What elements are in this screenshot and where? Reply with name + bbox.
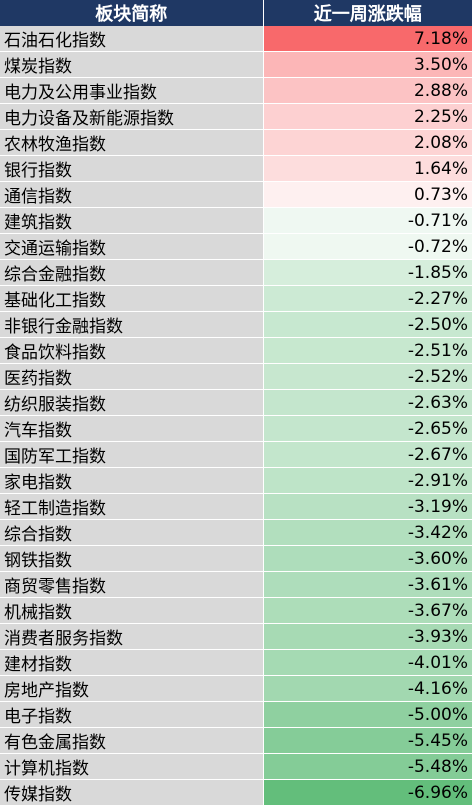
table-row: 计算机指数 -5.48% [0,753,472,780]
table-row: 非银行金融指数 -2.50% [0,311,472,338]
weekly-change-cell: -2.27% [263,285,472,312]
table-row: 通信指数 0.73% [0,181,472,208]
sector-name-cell: 银行指数 [0,155,264,182]
table-row: 综合指数 -3.42% [0,519,472,546]
weekly-change-cell: -3.42% [263,519,472,546]
sector-name-cell: 房地产指数 [0,675,264,702]
weekly-change-cell: 2.08% [263,129,472,156]
table-row: 食品饮料指数 -2.51% [0,337,472,364]
weekly-change-cell: 7.18% [263,26,472,52]
weekly-change-cell: -3.93% [263,623,472,650]
sector-name-cell: 传媒指数 [0,779,264,806]
table-row: 商贸零售指数 -3.61% [0,571,472,598]
sector-name-cell: 医药指数 [0,363,264,390]
sector-name-cell: 机械指数 [0,597,264,624]
table-row: 传媒指数 -6.96% [0,779,472,806]
table-row: 建材指数 -4.01% [0,649,472,676]
sector-name-cell: 基础化工指数 [0,285,264,312]
sector-name-cell: 通信指数 [0,181,264,208]
table-row: 医药指数 -2.52% [0,363,472,390]
table-row: 电力及公用事业指数 2.88% [0,77,472,104]
weekly-change-cell: -3.19% [263,493,472,520]
weekly-change-cell: -2.65% [263,415,472,442]
sector-name-cell: 电子指数 [0,701,264,728]
sector-name-cell: 钢铁指数 [0,545,264,572]
sector-name-cell: 电力设备及新能源指数 [0,103,264,130]
sector-name-cell: 商贸零售指数 [0,571,264,598]
weekly-change-cell: -4.16% [263,675,472,702]
sector-name-cell: 综合金融指数 [0,259,264,286]
sector-name-cell: 国防军工指数 [0,441,264,468]
weekly-change-cell: 2.88% [263,77,472,104]
weekly-change-cell: -3.61% [263,571,472,598]
sector-name-cell: 建材指数 [0,649,264,676]
weekly-change-cell: -1.85% [263,259,472,286]
table-row: 纺织服装指数 -2.63% [0,389,472,416]
table-row: 消费者服务指数 -3.93% [0,623,472,650]
sector-name-cell: 农林牧渔指数 [0,129,264,156]
weekly-change-cell: -2.50% [263,311,472,338]
weekly-change-cell: -2.51% [263,337,472,364]
weekly-change-cell: -2.67% [263,441,472,468]
sector-name-cell: 交通运输指数 [0,233,264,260]
weekly-change-cell: -4.01% [263,649,472,676]
sector-name-cell: 煤炭指数 [0,51,264,78]
weekly-change-cell: -2.91% [263,467,472,494]
sector-name-cell: 家电指数 [0,467,264,494]
table-row: 交通运输指数 -0.72% [0,233,472,260]
weekly-change-cell: 3.50% [263,51,472,78]
weekly-change-cell: -3.67% [263,597,472,624]
sector-name-cell: 石油石化指数 [0,26,264,52]
table-row: 建筑指数 -0.71% [0,207,472,234]
header-sector-name: 板块简称 [0,0,264,26]
table-body: 石油石化指数 7.18% 煤炭指数 3.50% 电力及公用事业指数 2.88% 电力设备及新… [0,26,472,806]
weekly-change-cell: -2.52% [263,363,472,390]
weekly-change-cell: 2.25% [263,103,472,130]
sector-name-cell: 食品饮料指数 [0,337,264,364]
weekly-change-cell: -6.96% [263,779,472,806]
table-row: 家电指数 -2.91% [0,467,472,494]
table-row: 轻工制造指数 -3.19% [0,493,472,520]
table-row: 基础化工指数 -2.27% [0,285,472,312]
table-row: 钢铁指数 -3.60% [0,545,472,572]
sector-name-cell: 建筑指数 [0,207,264,234]
weekly-change-cell: -0.72% [263,233,472,260]
sector-name-cell: 综合指数 [0,519,264,546]
sector-name-cell: 轻工制造指数 [0,493,264,520]
weekly-change-cell: -2.63% [263,389,472,416]
table-row: 石油石化指数 7.18% [0,26,472,52]
weekly-change-cell: 1.64% [263,155,472,182]
table-row: 银行指数 1.64% [0,155,472,182]
table-row: 有色金属指数 -5.45% [0,727,472,754]
table-row: 综合金融指数 -1.85% [0,259,472,286]
sector-name-cell: 非银行金融指数 [0,311,264,338]
table-row: 电力设备及新能源指数 2.25% [0,103,472,130]
weekly-change-cell: -5.00% [263,701,472,728]
table-row: 房地产指数 -4.16% [0,675,472,702]
weekly-change-cell: -5.45% [263,727,472,754]
table-row: 农林牧渔指数 2.08% [0,129,472,156]
header-weekly-change: 近一周涨跌幅 [263,0,472,26]
table-row: 国防军工指数 -2.67% [0,441,472,468]
weekly-change-cell: -5.48% [263,753,472,780]
sector-name-cell: 汽车指数 [0,415,264,442]
table-row: 汽车指数 -2.65% [0,415,472,442]
weekly-change-cell: 0.73% [263,181,472,208]
weekly-change-cell: -3.60% [263,545,472,572]
table-header-row: 板块简称 近一周涨跌幅 [0,0,472,26]
weekly-change-cell: -0.71% [263,207,472,234]
sector-name-cell: 消费者服务指数 [0,623,264,650]
table-row: 机械指数 -3.67% [0,597,472,624]
sector-name-cell: 计算机指数 [0,753,264,780]
sector-name-cell: 有色金属指数 [0,727,264,754]
sector-name-cell: 电力及公用事业指数 [0,77,264,104]
sector-name-cell: 纺织服装指数 [0,389,264,416]
table-row: 电子指数 -5.00% [0,701,472,728]
table-row: 煤炭指数 3.50% [0,51,472,78]
